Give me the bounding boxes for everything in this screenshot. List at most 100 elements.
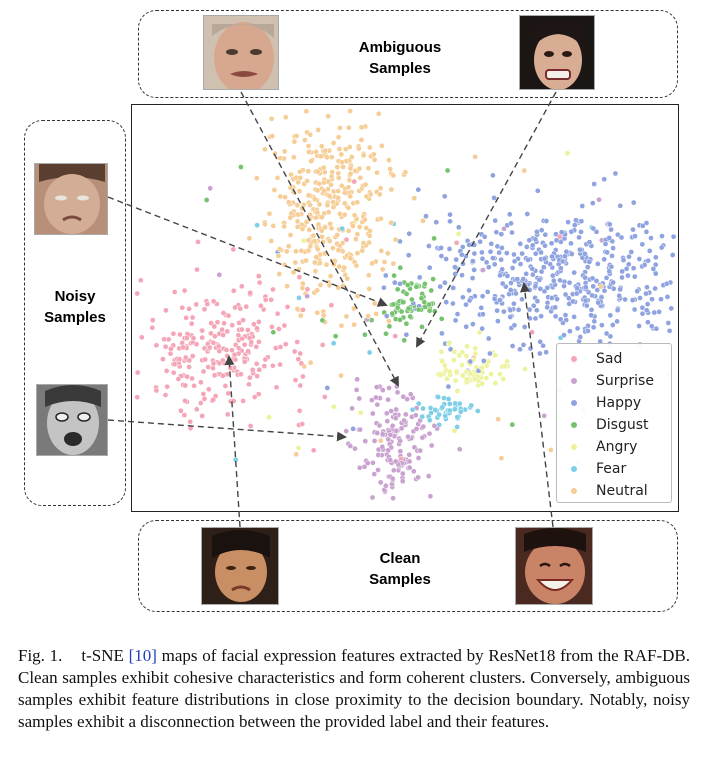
scatter-point-happy (648, 235, 654, 241)
scatter-point-neutral (370, 151, 377, 158)
scatter-point-sad (182, 397, 188, 404)
scatter-point-sad (205, 386, 212, 393)
scatter-point-neutral (347, 165, 354, 172)
arrow-ambiguous-left (240, 91, 399, 387)
scatter-point-surprise (389, 422, 396, 429)
scatter-point-happy (481, 233, 488, 240)
scatter-point-sad (199, 334, 206, 341)
scatter-point-sad (189, 314, 196, 321)
scatter-point-neutral (312, 214, 319, 221)
scatter-point-happy (630, 226, 636, 233)
scatter-point-happy (498, 231, 505, 237)
scatter-point-fear (474, 408, 481, 414)
scatter-point-happy (463, 323, 470, 330)
scatter-point-sad (188, 320, 195, 327)
scatter-point-sad (134, 369, 141, 376)
ambiguous-samples-title: Ambiguous Samples (330, 37, 470, 79)
scatter-point-happy (548, 295, 555, 301)
scatter-point-sad (241, 341, 248, 348)
scatter-point-neutral (314, 246, 321, 252)
scatter-point-happy (452, 264, 458, 270)
scatter-point-surprise (369, 410, 376, 417)
scatter-point-neutral (345, 124, 352, 131)
scatter-point-surprise (405, 433, 411, 440)
scatter-point-fear (420, 405, 426, 412)
scatter-point-happy (439, 330, 445, 337)
scatter-point-happy (666, 327, 673, 334)
scatter-point-happy (509, 229, 515, 236)
noisy-title-line1: Noisy (54, 288, 96, 305)
scatter-point-happy (511, 251, 517, 258)
scatter-point-angry (455, 231, 462, 237)
scatter-point-sad (296, 274, 303, 280)
scatter-point-sad (321, 394, 328, 400)
scatter-point-happy (603, 330, 610, 337)
scatter-point-sad (300, 306, 306, 313)
scatter-point-angry (451, 348, 458, 355)
scatter-point-happy (501, 308, 507, 315)
scatter-point-disgust (238, 164, 244, 170)
scatter-point-happy (594, 287, 601, 293)
scatter-point-happy (645, 319, 651, 326)
scatter-point-happy (629, 297, 636, 303)
scatter-point-fear (254, 222, 260, 229)
scatter-point-neutral (343, 313, 350, 320)
scatter-point-sad (181, 412, 188, 418)
scatter-point-surprise (393, 406, 400, 413)
scatter-point-sad (194, 266, 200, 273)
scatter-point-sad (186, 364, 192, 370)
scatter-point-surprise (373, 394, 379, 401)
scatter-point-happy (619, 274, 625, 281)
scatter-point-happy (589, 292, 595, 299)
scatter-point-sad (160, 356, 166, 362)
tsne-scatter-plot: Sad Surprise Happy Disgust Angry Fear Ne… (131, 104, 679, 512)
scatter-point-happy (511, 258, 518, 265)
scatter-point-happy (542, 242, 548, 249)
scatter-point-happy (513, 290, 519, 297)
scatter-point-happy (538, 268, 545, 275)
scatter-point-sad (277, 361, 283, 368)
scatter-point-happy (601, 176, 608, 183)
scatter-point-happy (668, 305, 675, 312)
scatter-point-happy (493, 229, 500, 236)
scatter-point-neutral (420, 218, 426, 224)
scatter-point-neutral (384, 250, 391, 257)
scatter-point-sad (294, 339, 301, 345)
scatter-point-happy (537, 338, 544, 345)
scatter-point-sad (206, 344, 213, 351)
scatter-point-sad (170, 330, 177, 337)
scatter-point-surprise (384, 418, 391, 424)
scatter-point-neutral (305, 168, 312, 175)
scatter-point-angry (266, 414, 272, 421)
scatter-point-happy (503, 250, 510, 256)
scatter-point-surprise (369, 494, 376, 501)
scatter-point-neutral (315, 221, 322, 228)
scatter-point-happy (478, 304, 485, 311)
scatter-point-happy (543, 349, 549, 356)
scatter-point-happy (607, 312, 614, 319)
scatter-point-happy (540, 342, 546, 349)
scatter-point-sad (297, 350, 304, 357)
scatter-point-surprise (406, 458, 413, 465)
scatter-point-disgust (383, 330, 389, 337)
scatter-point-happy (479, 293, 486, 300)
scatter-point-neutral (390, 260, 397, 267)
scatter-point-happy (534, 187, 541, 194)
scatter-point-neutral (330, 245, 336, 251)
scatter-point-neutral (330, 140, 337, 146)
scatter-point-angry (483, 375, 490, 381)
scatter-point-happy (653, 325, 660, 332)
scatter-point-neutral (388, 186, 395, 193)
scatter-point-sad (183, 314, 189, 321)
scatter-point-surprise (364, 460, 371, 466)
scatter-point-neutral (365, 272, 372, 279)
scatter-point-happy (544, 304, 551, 311)
scatter-point-angry (564, 150, 571, 157)
scatter-point-happy (466, 287, 472, 294)
scatter-point-happy (397, 280, 403, 287)
caption-citation-link[interactable]: [10] (128, 646, 157, 665)
scatter-point-sad (262, 356, 269, 363)
scatter-point-neutral (498, 455, 505, 461)
scatter-point-surprise (401, 417, 407, 424)
scatter-point-neutral (354, 231, 361, 238)
